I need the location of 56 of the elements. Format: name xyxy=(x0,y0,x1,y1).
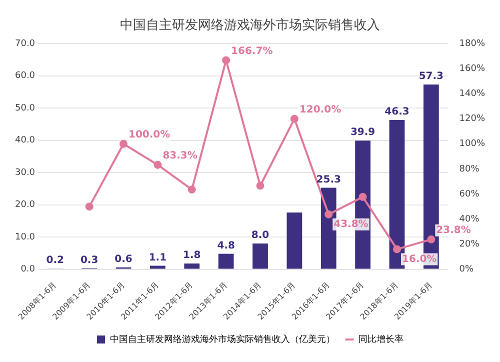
data-label: 4.8 xyxy=(217,240,235,252)
point xyxy=(120,140,128,148)
bar xyxy=(252,243,268,269)
y2-tick-label: 20% xyxy=(459,240,480,250)
data-label: 39.9 xyxy=(350,127,376,138)
point xyxy=(358,192,367,201)
chart-title: 中国自主研发网络游戏海外市场实际销售收入 xyxy=(120,17,380,34)
data-label: 0.6 xyxy=(114,254,132,265)
bar xyxy=(286,212,302,269)
y2-tick-label: 160% xyxy=(459,64,486,74)
data-label: 0.3 xyxy=(80,254,98,266)
point xyxy=(154,160,162,169)
data-label: 25.3 xyxy=(316,174,341,186)
y2-tick-label: 40% xyxy=(459,214,480,224)
y2-tick-label: 120% xyxy=(459,114,486,124)
bar xyxy=(184,263,200,269)
data-label: 57.3 xyxy=(418,71,444,82)
point xyxy=(256,182,264,190)
y-tick-label: 30.0 xyxy=(14,168,36,178)
y2-tick-label: 80% xyxy=(459,164,480,174)
y2-tick-label: 0% xyxy=(459,264,474,275)
data-label: 0.2 xyxy=(46,255,64,266)
data-label: 23.8% xyxy=(436,225,471,236)
bar xyxy=(389,120,405,269)
y2-tick-label: 180% xyxy=(459,38,486,49)
data-label: 100.0% xyxy=(128,129,170,140)
data-label: 83.3% xyxy=(162,150,198,162)
point xyxy=(222,56,230,64)
data-label: 8.0 xyxy=(251,230,270,242)
point xyxy=(324,210,333,218)
data-label: 120.0% xyxy=(299,104,342,116)
y2-tick-label: 100% xyxy=(459,139,486,150)
y2-tick-label: 140% xyxy=(459,89,486,100)
y-tick-label: 40.0 xyxy=(14,136,36,146)
y-tick-label: 70.0 xyxy=(14,38,36,49)
legend-label: 同比增长率 xyxy=(358,334,404,345)
bar xyxy=(150,266,166,269)
data-label: 46.3 xyxy=(384,106,410,118)
y-tick-label: 10.0 xyxy=(14,232,36,242)
y-tick-label: 20.0 xyxy=(14,200,36,210)
data-label: 43.8% xyxy=(334,218,368,230)
point xyxy=(85,202,94,211)
data-label: 16.0% xyxy=(402,254,437,265)
y-tick-label: 0.0 xyxy=(20,264,36,275)
point xyxy=(188,186,196,194)
data-label: 1.8 xyxy=(183,250,201,262)
point xyxy=(392,245,401,254)
y-tick-label: 60.0 xyxy=(14,71,36,82)
y-tick-label: 50.0 xyxy=(14,103,36,114)
data-label: 166.7% xyxy=(231,46,273,57)
y2-tick-label: 60% xyxy=(459,189,480,200)
data-label: 1.1 xyxy=(148,252,167,264)
bar xyxy=(218,254,234,269)
legend-label: 中国自主研发网络游戏海外市场实际销售收入（亿美元） xyxy=(110,334,335,345)
point xyxy=(290,114,298,123)
point xyxy=(427,235,436,244)
